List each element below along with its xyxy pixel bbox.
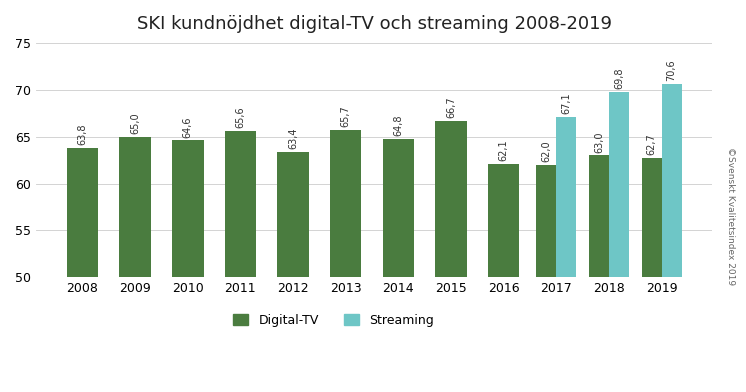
Bar: [172, 140, 204, 277]
Text: 62,1: 62,1: [498, 140, 509, 161]
Bar: [609, 92, 629, 277]
Text: ©Svenskt Kvalitetsindex 2019: ©Svenskt Kvalitetsindex 2019: [726, 147, 735, 285]
Bar: [66, 148, 98, 277]
Legend: Digital-TV, Streaming: Digital-TV, Streaming: [228, 309, 439, 332]
Text: 65,7: 65,7: [341, 105, 351, 127]
Text: 63,4: 63,4: [288, 127, 298, 149]
Bar: [642, 158, 662, 277]
Text: 63,8: 63,8: [78, 123, 87, 145]
Text: 67,1: 67,1: [561, 93, 571, 114]
Bar: [662, 84, 682, 277]
Bar: [278, 152, 309, 277]
Text: 65,6: 65,6: [236, 107, 245, 128]
Text: 62,7: 62,7: [647, 134, 656, 155]
Bar: [488, 164, 519, 277]
Text: 69,8: 69,8: [614, 67, 624, 89]
Text: 66,7: 66,7: [446, 96, 456, 118]
Title: SKI kundnöjdhet digital-TV och streaming 2008-2019: SKI kundnöjdhet digital-TV och streaming…: [137, 15, 612, 33]
Bar: [557, 117, 577, 277]
Bar: [536, 165, 557, 277]
Bar: [589, 155, 609, 277]
Text: 63,0: 63,0: [594, 131, 604, 152]
Text: 65,0: 65,0: [130, 112, 140, 134]
Bar: [330, 130, 362, 277]
Text: 70,6: 70,6: [667, 60, 677, 81]
Bar: [225, 131, 256, 277]
Bar: [119, 137, 151, 277]
Text: 64,6: 64,6: [183, 116, 192, 138]
Bar: [383, 138, 414, 277]
Text: 64,8: 64,8: [393, 114, 404, 136]
Bar: [435, 121, 467, 277]
Text: 62,0: 62,0: [542, 140, 551, 162]
